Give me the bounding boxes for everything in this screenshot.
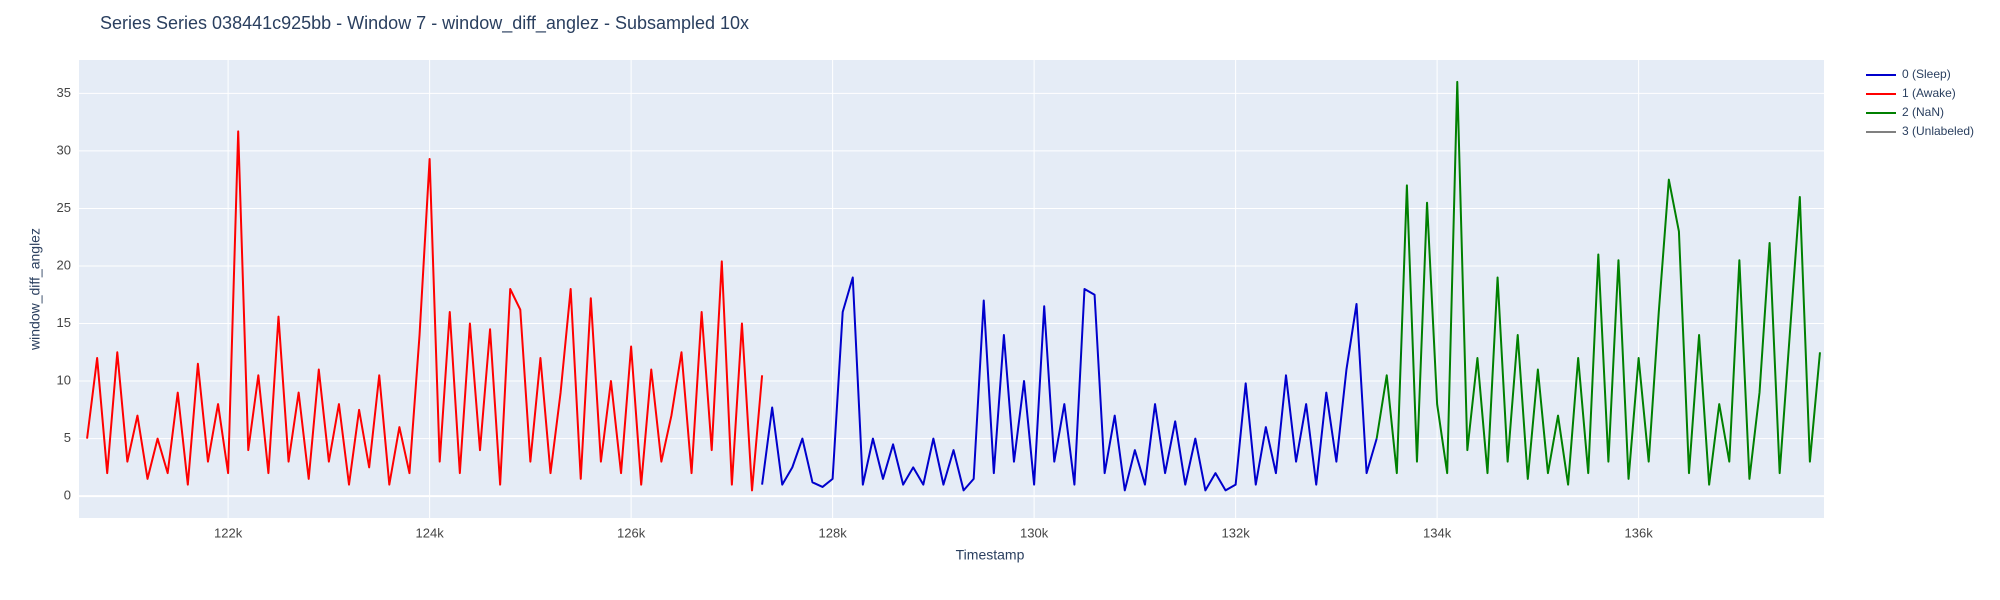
legend-item: 2 (NaN) xyxy=(1866,105,1944,119)
y-tick-label: 25 xyxy=(57,200,71,215)
data-line xyxy=(1375,80,1821,486)
y-axis-title: window_diff_anglez xyxy=(27,228,43,351)
legend-item: 3 (Unlabeled) xyxy=(1866,124,1974,138)
y-tick-label: 35 xyxy=(57,85,71,100)
legend-item: 1 (Awake) xyxy=(1866,86,1956,100)
x-tick-label: 130k xyxy=(1020,525,1049,540)
y-tick-label: 20 xyxy=(57,257,71,272)
y-tick-label: 0 xyxy=(64,488,71,503)
x-tick-label: 124k xyxy=(416,525,445,540)
plot-area xyxy=(79,60,1824,518)
x-tick-label: 122k xyxy=(214,525,243,540)
legend-item: 0 (Sleep) xyxy=(1866,67,1951,81)
legend-label: 0 (Sleep) xyxy=(1902,67,1951,81)
x-tick-label: 134k xyxy=(1423,525,1452,540)
legend-label: 3 (Unlabeled) xyxy=(1902,124,1974,138)
x-tick-label: 136k xyxy=(1625,525,1654,540)
data-line xyxy=(761,276,1378,492)
data-line xyxy=(86,130,764,492)
y-tick-label: 30 xyxy=(57,142,71,157)
y-tick-label: 10 xyxy=(57,372,71,387)
x-tick-label: 126k xyxy=(617,525,646,540)
x-tick-label: 132k xyxy=(1222,525,1251,540)
y-tick-label: 5 xyxy=(64,430,71,445)
chart-title: Series Series 038441c925bb - Window 7 - … xyxy=(100,13,749,34)
x-tick-label: 128k xyxy=(819,525,848,540)
x-axis-title: Timestamp xyxy=(956,547,1025,563)
legend-label: 1 (Awake) xyxy=(1902,86,1956,100)
legend-label: 2 (NaN) xyxy=(1902,105,1944,119)
y-tick-label: 15 xyxy=(57,315,71,330)
